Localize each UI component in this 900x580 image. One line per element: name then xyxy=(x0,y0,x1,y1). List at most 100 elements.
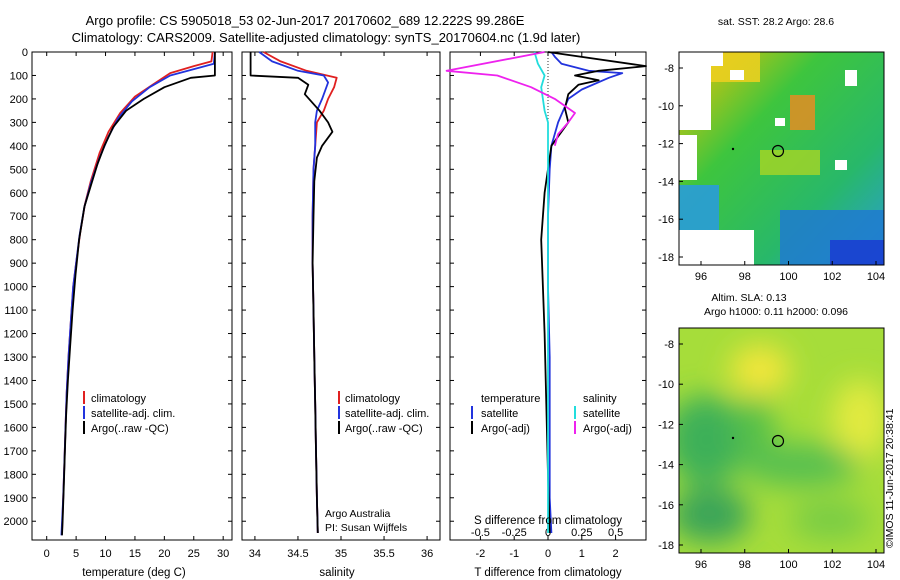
legend-climatology-label: climatology xyxy=(345,393,401,405)
map-x-tick-label: 96 xyxy=(695,559,707,571)
y-tick-label: 200 xyxy=(10,94,28,106)
salinity-axes: 34 34.5 35 35.5 36 xyxy=(242,51,440,560)
figure-subtitle: Climatology: CARS2009. Satellite-adjuste… xyxy=(72,30,581,45)
x-tick-label: -1 xyxy=(509,548,519,560)
map-x-tick-label: 104 xyxy=(867,559,885,571)
y-tick-label: 1100 xyxy=(4,305,28,317)
legend-s-satellite-label: satellite xyxy=(583,408,620,420)
t-difference-xlabel: T difference from climatology xyxy=(474,567,621,579)
map-y-tick-label: -14 xyxy=(658,460,674,472)
series-salinity-satellite xyxy=(533,51,549,533)
temperature-xlabel: temperature (deg C) xyxy=(82,567,186,579)
y-tick-label: 700 xyxy=(10,211,28,223)
map-y-tick-label: -8 xyxy=(664,63,674,75)
temperature-plot-frame xyxy=(31,51,233,541)
s-diff-tick-label: -0.25 xyxy=(502,527,527,539)
s-diff-tick-label: -0.5 xyxy=(471,527,490,539)
sla-map-panel: Altim. SLA: 0.13 Argo h1000: 0.11 h2000:… xyxy=(658,292,885,571)
legend-salinity-title: salinity xyxy=(583,393,617,405)
difference-profiles xyxy=(445,51,647,534)
map-x-tick-label: 102 xyxy=(823,271,841,283)
imos-credit: ©IMOS 11-Jun-2017 20:38:41 xyxy=(884,408,896,548)
map-x-tick-label: 102 xyxy=(823,559,841,571)
legend-argo-label: Argo(..raw -QC) xyxy=(91,423,169,435)
sla-map-frame xyxy=(678,327,885,554)
y-tick-label: 300 xyxy=(10,117,28,129)
x-tick-label: 2 xyxy=(613,548,619,560)
y-tick-label: 800 xyxy=(10,235,28,247)
map-x-tick-label: 98 xyxy=(739,271,751,283)
series-climatology xyxy=(61,51,214,534)
y-tick-label: 1400 xyxy=(4,375,28,387)
sla-map-title-line2: Argo h1000: 0.11 h2000: 0.096 xyxy=(704,306,848,318)
difference-panel: -2 -1 0 1 2-0.5 -0.25 0 0.25 0.5 temperature sat… xyxy=(445,51,647,579)
x-tick-label: 34 xyxy=(249,548,261,560)
sla-argo-float-marker xyxy=(771,434,785,448)
sst-argo-float-marker xyxy=(771,144,785,158)
y-tick-label: 400 xyxy=(10,141,28,153)
y-tick-label: 1300 xyxy=(4,352,28,364)
x-tick-label: 0 xyxy=(44,548,50,560)
y-tick-label: 500 xyxy=(10,164,28,176)
series-argo-raw-qc xyxy=(249,52,334,534)
x-tick-label: 20 xyxy=(158,548,170,560)
map-y-tick-label: -18 xyxy=(658,252,674,264)
sst-map-frame xyxy=(678,51,885,266)
legend-temperature-title: temperature xyxy=(481,393,540,405)
map-y-tick-label: -14 xyxy=(658,176,674,188)
map-y-tick-label: -10 xyxy=(658,379,674,391)
sla-previous-position-marker xyxy=(731,436,735,440)
y-tick-label: 0 xyxy=(22,47,28,59)
map-x-tick-label: 98 xyxy=(739,559,751,571)
map-x-tick-label: 104 xyxy=(867,271,885,283)
y-tick-label: 2000 xyxy=(4,516,28,528)
map-y-tick-label: -16 xyxy=(658,500,674,512)
legend-climatology-label: climatology xyxy=(91,393,147,405)
x-tick-label: 10 xyxy=(99,548,111,560)
y-tick-label: 600 xyxy=(10,188,28,200)
map-x-tick-label: 100 xyxy=(779,559,797,571)
y-tick-label: 1700 xyxy=(4,446,28,458)
sst-map-panel: sat. SST: 28.2 Argo: 28.6 96 98 100 102 104 -… xyxy=(658,16,885,283)
series-satellite-adj-clim xyxy=(258,51,330,534)
map-y-tick-label: -8 xyxy=(664,339,674,351)
sst-map-title: sat. SST: 28.2 Argo: 28.6 xyxy=(718,16,834,28)
salinity-legend: climatology satellite-adj. clim. Argo(..… xyxy=(338,391,429,435)
s-diff-tick-label: 0.5 xyxy=(608,527,623,539)
map-y-tick-label: -12 xyxy=(658,419,674,431)
credit-argo-australia: Argo Australia xyxy=(325,508,391,520)
x-tick-label: 15 xyxy=(129,548,141,560)
temperature-panel: 0 5 10 15 20 25 300100200300400500600700800900… xyxy=(4,47,233,579)
legend-s-argo-label: Argo(-adj) xyxy=(583,423,632,435)
map-y-tick-label: -16 xyxy=(658,214,674,226)
s-diff-tick-label: 0.25 xyxy=(571,527,592,539)
difference-legend: temperature satellite Argo(-adj) salinit… xyxy=(471,393,632,435)
salinity-xlabel: salinity xyxy=(319,567,354,579)
series-satellite-adj-clim xyxy=(60,51,216,536)
credit-pi: PI: Susan Wijffels xyxy=(325,522,407,534)
temperature-legend: climatology satellite-adj. clim. Argo(..… xyxy=(83,391,175,435)
y-tick-label: 1000 xyxy=(4,282,28,294)
sst-previous-position-marker xyxy=(731,147,735,151)
legend-satellite-label: satellite-adj. clim. xyxy=(91,408,175,420)
series-salinity-argo-adj xyxy=(445,51,576,147)
temperature-axes: 0 5 10 15 20 25 300100200300400500600700800900… xyxy=(4,47,232,560)
x-tick-label: 0 xyxy=(545,548,551,560)
y-tick-label: 900 xyxy=(10,258,28,270)
y-tick-label: 1600 xyxy=(4,422,28,434)
y-tick-label: 1200 xyxy=(4,329,28,341)
sst-map-image xyxy=(679,52,884,265)
series-argo-raw-qc xyxy=(61,52,216,536)
legend-t-argo-label: Argo(-adj) xyxy=(481,423,530,435)
x-tick-label: 35 xyxy=(335,548,347,560)
x-tick-label: 30 xyxy=(217,548,229,560)
figure-title: Argo profile: CS 5905018_53 02-Jun-2017 … xyxy=(86,13,525,28)
salinity-plot-frame xyxy=(241,51,441,541)
temperature-profiles xyxy=(60,51,216,536)
map-y-tick-label: -10 xyxy=(658,101,674,113)
y-tick-label: 1800 xyxy=(4,469,28,481)
y-tick-label: 1500 xyxy=(4,399,28,411)
sla-map-image xyxy=(679,328,884,553)
salinity-panel: 34 34.5 35 35.5 36 climatology satellite-adj… xyxy=(241,51,441,579)
